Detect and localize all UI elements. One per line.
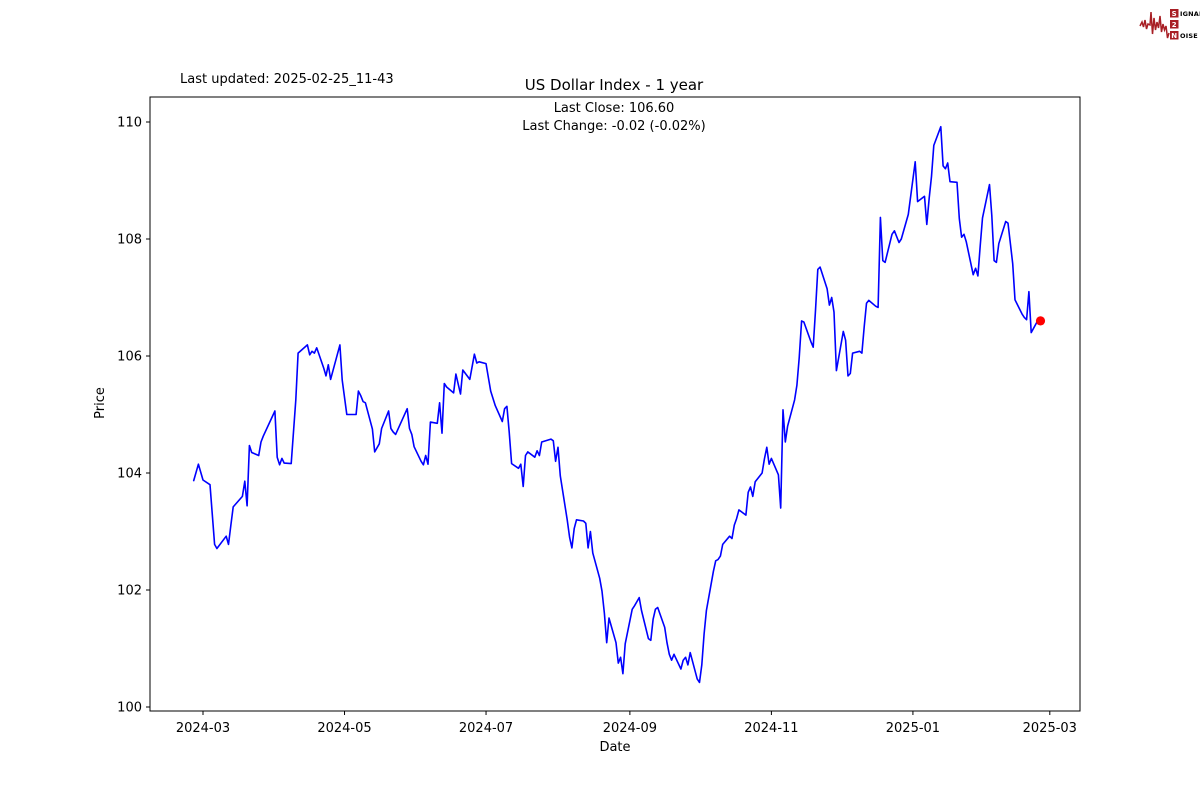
x-tick-label: 2024-03 (176, 721, 230, 736)
last-change-annotation: Last Change: -0.02 (-0.02%) (522, 119, 705, 134)
logo-letter-n: N (1171, 32, 1177, 40)
x-tick-label: 2024-05 (317, 721, 371, 736)
last-price-marker (1035, 316, 1046, 326)
last-updated-text: Last updated: 2025-02-25_11-43 (180, 72, 394, 87)
x-axis: 2024-03 2024-05 2024-07 2024-09 2024-11 2025-… (176, 711, 1077, 736)
logo-word-signal: IGNAL (1180, 10, 1200, 18)
logo-word-noise: OISE (1180, 32, 1198, 40)
price-line (192, 125, 1042, 684)
y-tick-label: 108 (117, 233, 142, 248)
y-tick-label: 104 (117, 467, 142, 482)
x-tick-label: 2025-03 (1023, 721, 1077, 736)
y-tick-label: 102 (117, 584, 142, 599)
plot-area-border (149, 96, 1081, 712)
logo-letter-2: 2 (1172, 21, 1177, 29)
brand-logo: S IGNAL 2 N OISE (1139, 9, 1200, 40)
y-axis: 100 102 104 106 108 110 (117, 116, 150, 716)
last-close-annotation: Last Close: 106.60 (554, 101, 675, 116)
y-tick-label: 100 (117, 701, 142, 716)
logo-letter-box (1170, 20, 1179, 29)
y-axis-label: Price (93, 387, 108, 419)
x-tick-label: 2024-09 (603, 721, 657, 736)
y-tick-label: 110 (117, 116, 142, 131)
logo-letter-box (1170, 31, 1179, 40)
chart-title: US Dollar Index - 1 year (525, 76, 704, 94)
y-tick-label: 106 (117, 350, 142, 365)
x-axis-label: Date (599, 740, 630, 755)
logo-letter-box (1170, 9, 1179, 18)
x-tick-label: 2025-01 (886, 721, 940, 736)
waveform-icon (1139, 11, 1170, 39)
x-tick-label: 2024-07 (459, 721, 513, 736)
x-tick-label: 2024-11 (744, 721, 798, 736)
logo-letter-s: S (1172, 10, 1177, 18)
